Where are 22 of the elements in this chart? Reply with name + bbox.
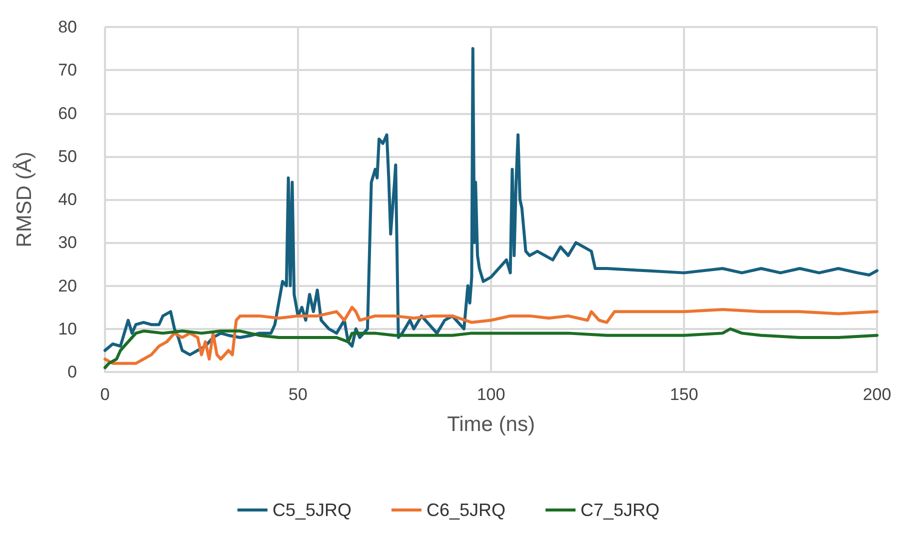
- y-axis-title: RMSD (Å): [12, 152, 36, 248]
- y-tick-label: 10: [58, 319, 77, 338]
- y-tick-label: 80: [58, 18, 77, 36]
- x-tick-label: 200: [862, 385, 892, 404]
- x-tick-label: 50: [288, 385, 308, 404]
- line-series: [104, 47, 878, 356]
- x-tick-label: 0: [100, 385, 110, 404]
- y-tick-label: 50: [58, 146, 77, 166]
- line-series: [104, 327, 878, 370]
- x-tick-label: 150: [670, 385, 698, 404]
- y-tick-label: 70: [58, 60, 77, 80]
- y-tick-label: 40: [58, 190, 77, 209]
- y-tick-label: 20: [58, 276, 77, 296]
- legend-label: C7_5JRQ: [580, 500, 660, 520]
- line-series: [104, 306, 878, 365]
- x-tick-label: 100: [476, 385, 506, 404]
- y-tick-label: 30: [58, 233, 77, 252]
- y-tick-label: 0: [68, 362, 77, 382]
- y-tick-label: 60: [58, 104, 77, 123]
- legend-label: C5_5JRQ: [272, 500, 352, 520]
- x-axis-title: Time (ns): [447, 413, 535, 436]
- legend-label: C6_5JRQ: [426, 500, 506, 520]
